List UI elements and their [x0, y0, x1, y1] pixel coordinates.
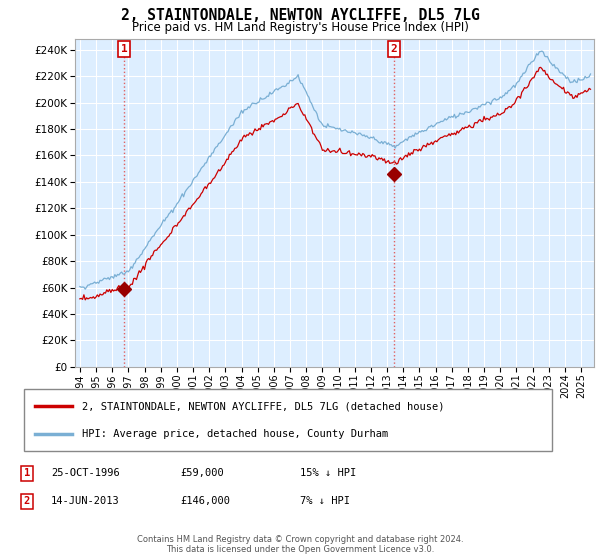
- Text: 1: 1: [121, 44, 128, 54]
- FancyBboxPatch shape: [24, 389, 552, 451]
- Text: HPI: Average price, detached house, County Durham: HPI: Average price, detached house, Coun…: [82, 428, 388, 438]
- Text: 7% ↓ HPI: 7% ↓ HPI: [300, 496, 350, 506]
- Text: Contains HM Land Registry data © Crown copyright and database right 2024.
This d: Contains HM Land Registry data © Crown c…: [137, 535, 463, 554]
- Text: 1: 1: [24, 468, 30, 478]
- Text: £59,000: £59,000: [180, 468, 224, 478]
- Text: £146,000: £146,000: [180, 496, 230, 506]
- Text: 2, STAINTONDALE, NEWTON AYCLIFFE, DL5 7LG: 2, STAINTONDALE, NEWTON AYCLIFFE, DL5 7L…: [121, 8, 479, 24]
- Text: 15% ↓ HPI: 15% ↓ HPI: [300, 468, 356, 478]
- Text: 2, STAINTONDALE, NEWTON AYCLIFFE, DL5 7LG (detached house): 2, STAINTONDALE, NEWTON AYCLIFFE, DL5 7L…: [82, 402, 445, 412]
- Text: 14-JUN-2013: 14-JUN-2013: [51, 496, 120, 506]
- Text: Price paid vs. HM Land Registry's House Price Index (HPI): Price paid vs. HM Land Registry's House …: [131, 21, 469, 34]
- Text: 2: 2: [24, 496, 30, 506]
- Text: 2: 2: [391, 44, 397, 54]
- Text: 25-OCT-1996: 25-OCT-1996: [51, 468, 120, 478]
